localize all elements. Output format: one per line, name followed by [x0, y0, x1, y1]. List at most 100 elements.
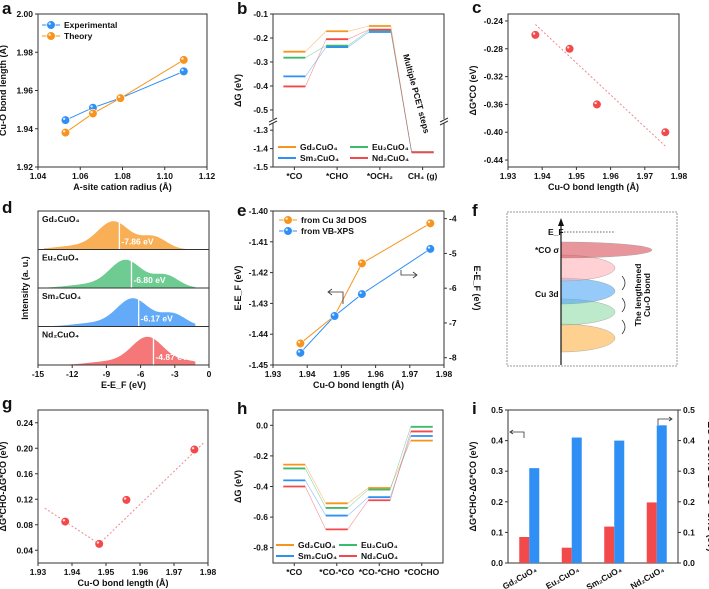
- point-highlight: [297, 340, 301, 344]
- break-mark: [439, 117, 449, 123]
- left-axis-arrow: [327, 288, 344, 304]
- connector: [305, 31, 327, 52]
- x-tick-label: 1.10: [156, 171, 173, 181]
- series-line: [300, 222, 431, 344]
- data-point: [660, 127, 670, 137]
- material-label: Eu₂CuO₄: [42, 253, 79, 263]
- data-point: [425, 244, 435, 254]
- point-highlight: [297, 350, 301, 353]
- bar: [519, 536, 530, 563]
- connector: [389, 431, 412, 501]
- diagram-frame: [506, 211, 678, 367]
- connector: [304, 464, 327, 504]
- plot-frame: [507, 13, 680, 168]
- y-tick-label: -1.4: [253, 144, 268, 154]
- point-highlight: [90, 105, 93, 108]
- cu-3d-label: Cu 3d: [535, 289, 559, 299]
- point-highlight: [567, 46, 570, 49]
- point-highlight: [181, 57, 184, 60]
- material-label: Sm₂CuO₄: [42, 291, 81, 301]
- fit-line: [44, 441, 205, 545]
- point-highlight: [427, 220, 431, 224]
- y-tick-label: 0.0: [683, 558, 695, 568]
- bar: [529, 468, 540, 563]
- y-tick-label: -1.45: [249, 360, 269, 370]
- y-tick-label: 0.20: [16, 443, 33, 453]
- connector: [304, 468, 327, 509]
- y-tick-label: -0.4: [253, 81, 268, 91]
- bar: [614, 440, 625, 563]
- x-tick-label: *CO-*CO: [319, 567, 354, 577]
- y-axis-label: ΔG*CHO-ΔG*CO (eV): [468, 442, 478, 532]
- y-tick-label: -1.44: [249, 329, 269, 339]
- y-tick-label: 0.1: [683, 527, 695, 537]
- x-tick-label: -6: [137, 369, 145, 379]
- x-axis-label: A-site cation radius (Å): [73, 182, 172, 192]
- data-point: [283, 215, 293, 225]
- y-tick-label: -0.3: [253, 57, 268, 67]
- x-tick-label: 0: [207, 369, 212, 379]
- y-tick-label: -7: [449, 318, 457, 328]
- data-point: [60, 127, 71, 138]
- break-mark: [268, 117, 278, 123]
- data-point: [94, 539, 104, 549]
- connector: [347, 31, 370, 48]
- point-highlight: [359, 291, 362, 294]
- panel-i: i 0.0 0.1 0.2 0.3 0.4 0.5 ΔG*CHO-ΔG*CO (eV) 0.0 0…: [468, 399, 709, 589]
- dos-area: [43, 298, 196, 327]
- plot-frame: [272, 13, 445, 168]
- y-tick-label: 0.4: [491, 436, 503, 446]
- y-tick-label: 0.2: [683, 497, 695, 507]
- bar: [561, 547, 572, 563]
- y-tick-label: -1.40: [249, 206, 269, 216]
- x-tick-label: 1.97: [166, 567, 183, 577]
- legend-label: Theory: [64, 31, 93, 41]
- connector: [389, 440, 412, 489]
- connector: [347, 30, 370, 46]
- y-tick-label: -0.2: [253, 33, 268, 43]
- x-tick-label: *CO-*CHO: [359, 567, 400, 577]
- y-tick-label: -1.5: [253, 162, 268, 172]
- data-point: [425, 218, 435, 228]
- y-tick-label: -4: [449, 214, 457, 224]
- panel-d: d -15 -12 -9 -6 -3 0 E-E_F (eV) Intensity (a. u.…: [2, 198, 212, 390]
- data-point: [88, 108, 98, 119]
- y-tick-label: -1.41: [249, 237, 269, 247]
- panel-f: f E_F *CO σ Cu 3d The lengthened Cu-O bond: [472, 201, 678, 367]
- connector: [348, 25, 369, 32]
- data-point: [115, 93, 125, 103]
- point-highlight: [96, 541, 100, 544]
- point-highlight: [48, 22, 51, 25]
- y-tick-label: 1.92: [16, 162, 33, 172]
- legend-label: Nd₂CuO₄: [361, 551, 398, 561]
- x-tick-label: 1.12: [199, 171, 216, 181]
- y-tick-label: -0.6: [253, 512, 268, 522]
- orbital-gd: [560, 323, 616, 353]
- connector: [347, 487, 369, 504]
- x-tick-label: 1.96: [367, 369, 384, 379]
- panel-letter: b: [237, 0, 247, 18]
- x-tick-label: CH₄ (g): [408, 171, 438, 181]
- data-point: [295, 348, 305, 358]
- x-tick-label: *CO: [286, 567, 302, 577]
- x-tick-label: -15: [32, 369, 45, 379]
- orbital-sm: [560, 277, 616, 305]
- x-tick-label: Gd₂CuO₄: [501, 564, 539, 589]
- legend-label: Sm₂CuO₄: [298, 551, 337, 561]
- panel-letter: a: [2, 0, 12, 18]
- x-tick-label: 1.95: [98, 567, 115, 577]
- y-tick-label: -0.28: [484, 44, 504, 54]
- y-axis-label: ΔG*CHO-ΔG*CO (eV): [0, 442, 8, 532]
- y-tick-label: -1.3: [253, 125, 268, 135]
- y-tick-label: 0.24: [16, 418, 33, 428]
- panel-letter: i: [472, 399, 477, 418]
- y-tick-label: -0.2: [253, 451, 268, 461]
- point-highlight: [359, 260, 362, 264]
- y-tick-label: -0.8: [253, 543, 268, 553]
- y-tick-label: -0.36: [484, 99, 504, 109]
- co-sigma-label: *CO σ: [535, 245, 559, 255]
- point-highlight: [48, 33, 51, 36]
- y-axis-label-right: E-E_F (eV): [472, 265, 482, 310]
- bar: [646, 502, 657, 563]
- y-tick-label: -0.24: [484, 16, 504, 26]
